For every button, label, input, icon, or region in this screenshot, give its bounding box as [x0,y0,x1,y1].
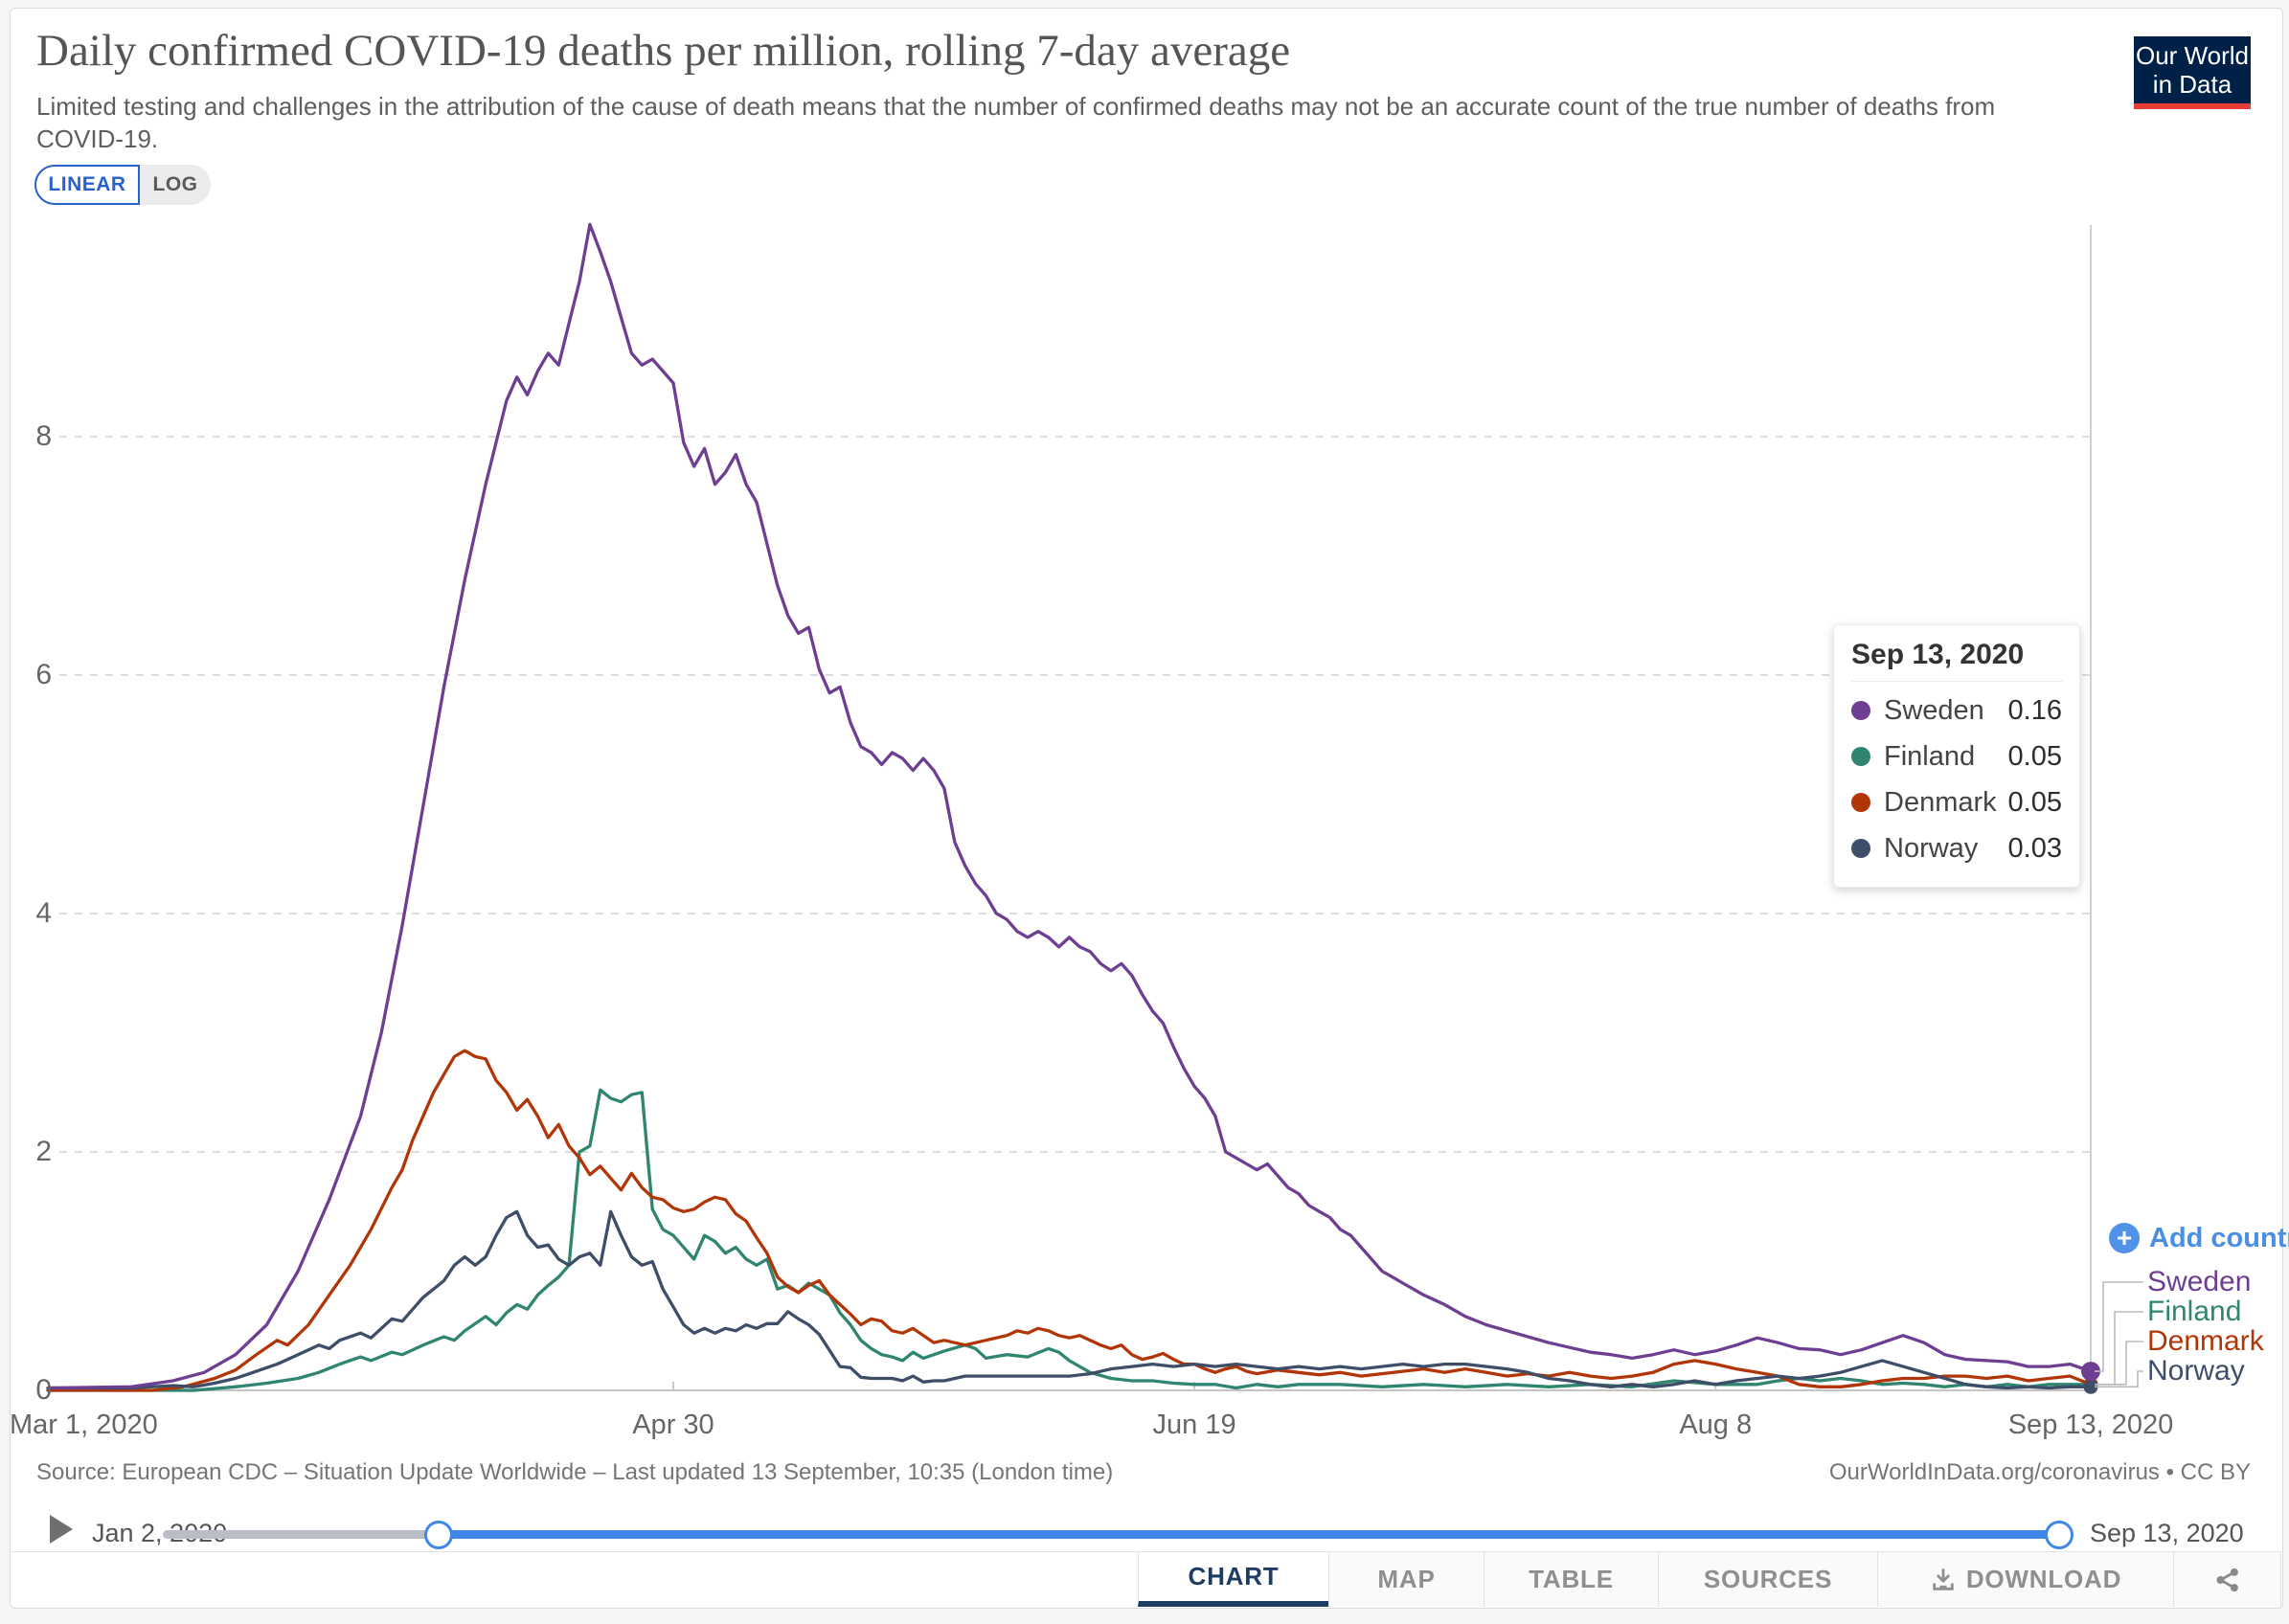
hover-tooltip: Sep 13, 2020 Sweden 0.16 Finland 0.05 Denmar… [1833,624,2080,888]
footer-divider [10,1551,2281,1552]
tooltip-country-value: 0.03 [2007,832,2062,864]
tab-table-label: TABLE [1529,1565,1614,1593]
tooltip-country-label: Norway [1884,832,1979,864]
x-axis-label-0: Mar 1, 2020 [10,1410,158,1440]
series-color-dot [1851,747,1870,766]
legend-entry-denmark[interactable]: Denmark [2147,1325,2264,1357]
timeline-end-handle[interactable] [2045,1521,2074,1549]
y-axis-label-8: 8 [35,420,52,452]
add-country-label: Add countr [2149,1222,2289,1253]
owid-logo-line2: in Data [2152,70,2232,99]
tooltip-country-label: Denmark [1884,786,1997,818]
legend-entry-sweden[interactable]: Sweden [2147,1266,2252,1297]
series-color-dot [1851,793,1870,812]
play-button[interactable] [44,1513,77,1545]
x-axis-label-196: Sep 13, 2020 [2007,1410,2174,1440]
tab-share[interactable] [2173,1552,2281,1607]
tooltip-country-value: 0.05 [2007,786,2062,818]
series-color-dot [1851,701,1870,720]
y-axis-label-2: 2 [35,1136,52,1167]
scale-toggle: LINEAR LOG [34,165,211,205]
tab-table[interactable]: TABLE [1484,1552,1658,1607]
timeline-track-unselected[interactable] [163,1530,439,1539]
chart-subtitle: Limited testing and challenges in the at… [36,92,1996,153]
owid-logo[interactable]: Our World in Data [2134,36,2251,109]
x-axis-label-110: Jun 19 [1152,1410,1236,1440]
tab-map[interactable]: MAP [1328,1552,1484,1607]
series-color-dot [1851,839,1870,858]
tab-sources-label: SOURCES [1703,1565,1833,1593]
attribution-note: OurWorldInData.org/coronavirus • CC BY [1828,1459,2251,1485]
tooltip-row-denmark: Denmark 0.05 [1851,779,2062,825]
timeline-track-selected[interactable] [439,1530,2059,1539]
legend-entry-norway[interactable]: Norway [2147,1355,2245,1387]
tab-bar: CHART MAP TABLE SOURCES DOWNLOAD [1138,1552,2281,1607]
y-axis-label-6: 6 [35,659,52,690]
tab-sources[interactable]: SOURCES [1658,1552,1877,1607]
add-country-button[interactable]: + Add countr [2109,1222,2289,1254]
y-axis-label-4: 4 [35,897,52,929]
plus-icon: + [2109,1223,2140,1253]
tab-chart-label: CHART [1188,1562,1280,1590]
log-scale-button[interactable]: LOG [140,165,211,205]
y-axis-label-0: 0 [35,1374,52,1406]
tab-download-label: DOWNLOAD [1965,1565,2122,1593]
download-icon [1933,1568,1954,1590]
share-icon [2216,1568,2238,1591]
tab-map-label: MAP [1377,1565,1436,1593]
linear-scale-button[interactable]: LINEAR [34,165,140,205]
tooltip-country-value: 0.16 [2007,694,2062,726]
x-axis-label-160: Aug 8 [1679,1410,1753,1440]
tab-download[interactable]: DOWNLOAD [1877,1552,2173,1607]
tooltip-country-label: Finland [1884,740,1976,772]
tooltip-row-norway: Norway 0.03 [1851,825,2062,871]
tooltip-row-finland: Finland 0.05 [1851,733,2062,779]
owid-logo-line1: Our World [2136,41,2249,70]
tooltip-row-sweden: Sweden 0.16 [1851,688,2062,733]
legend-entry-finland[interactable]: Finland [2147,1296,2242,1327]
tooltip-country-value: 0.05 [2007,740,2062,772]
tab-chart[interactable]: CHART [1138,1552,1328,1607]
tooltip-date: Sep 13, 2020 [1851,639,2062,682]
timeline-start-handle[interactable] [424,1521,453,1549]
timeline-end-date: Sep 13, 2020 [2090,1519,2244,1547]
tooltip-rows: Sweden 0.16 Finland 0.05 Denmark 0.05 Norway 0.… [1851,688,2062,871]
source-note: Source: European CDC – Situation Update … [36,1459,1114,1485]
x-axis-label-60: Apr 30 [632,1410,714,1440]
owid-logo-stripe [2134,103,2251,109]
page-title: Daily confirmed COVID-19 deaths per mill… [36,26,1291,76]
tooltip-country-label: Sweden [1884,694,1984,726]
